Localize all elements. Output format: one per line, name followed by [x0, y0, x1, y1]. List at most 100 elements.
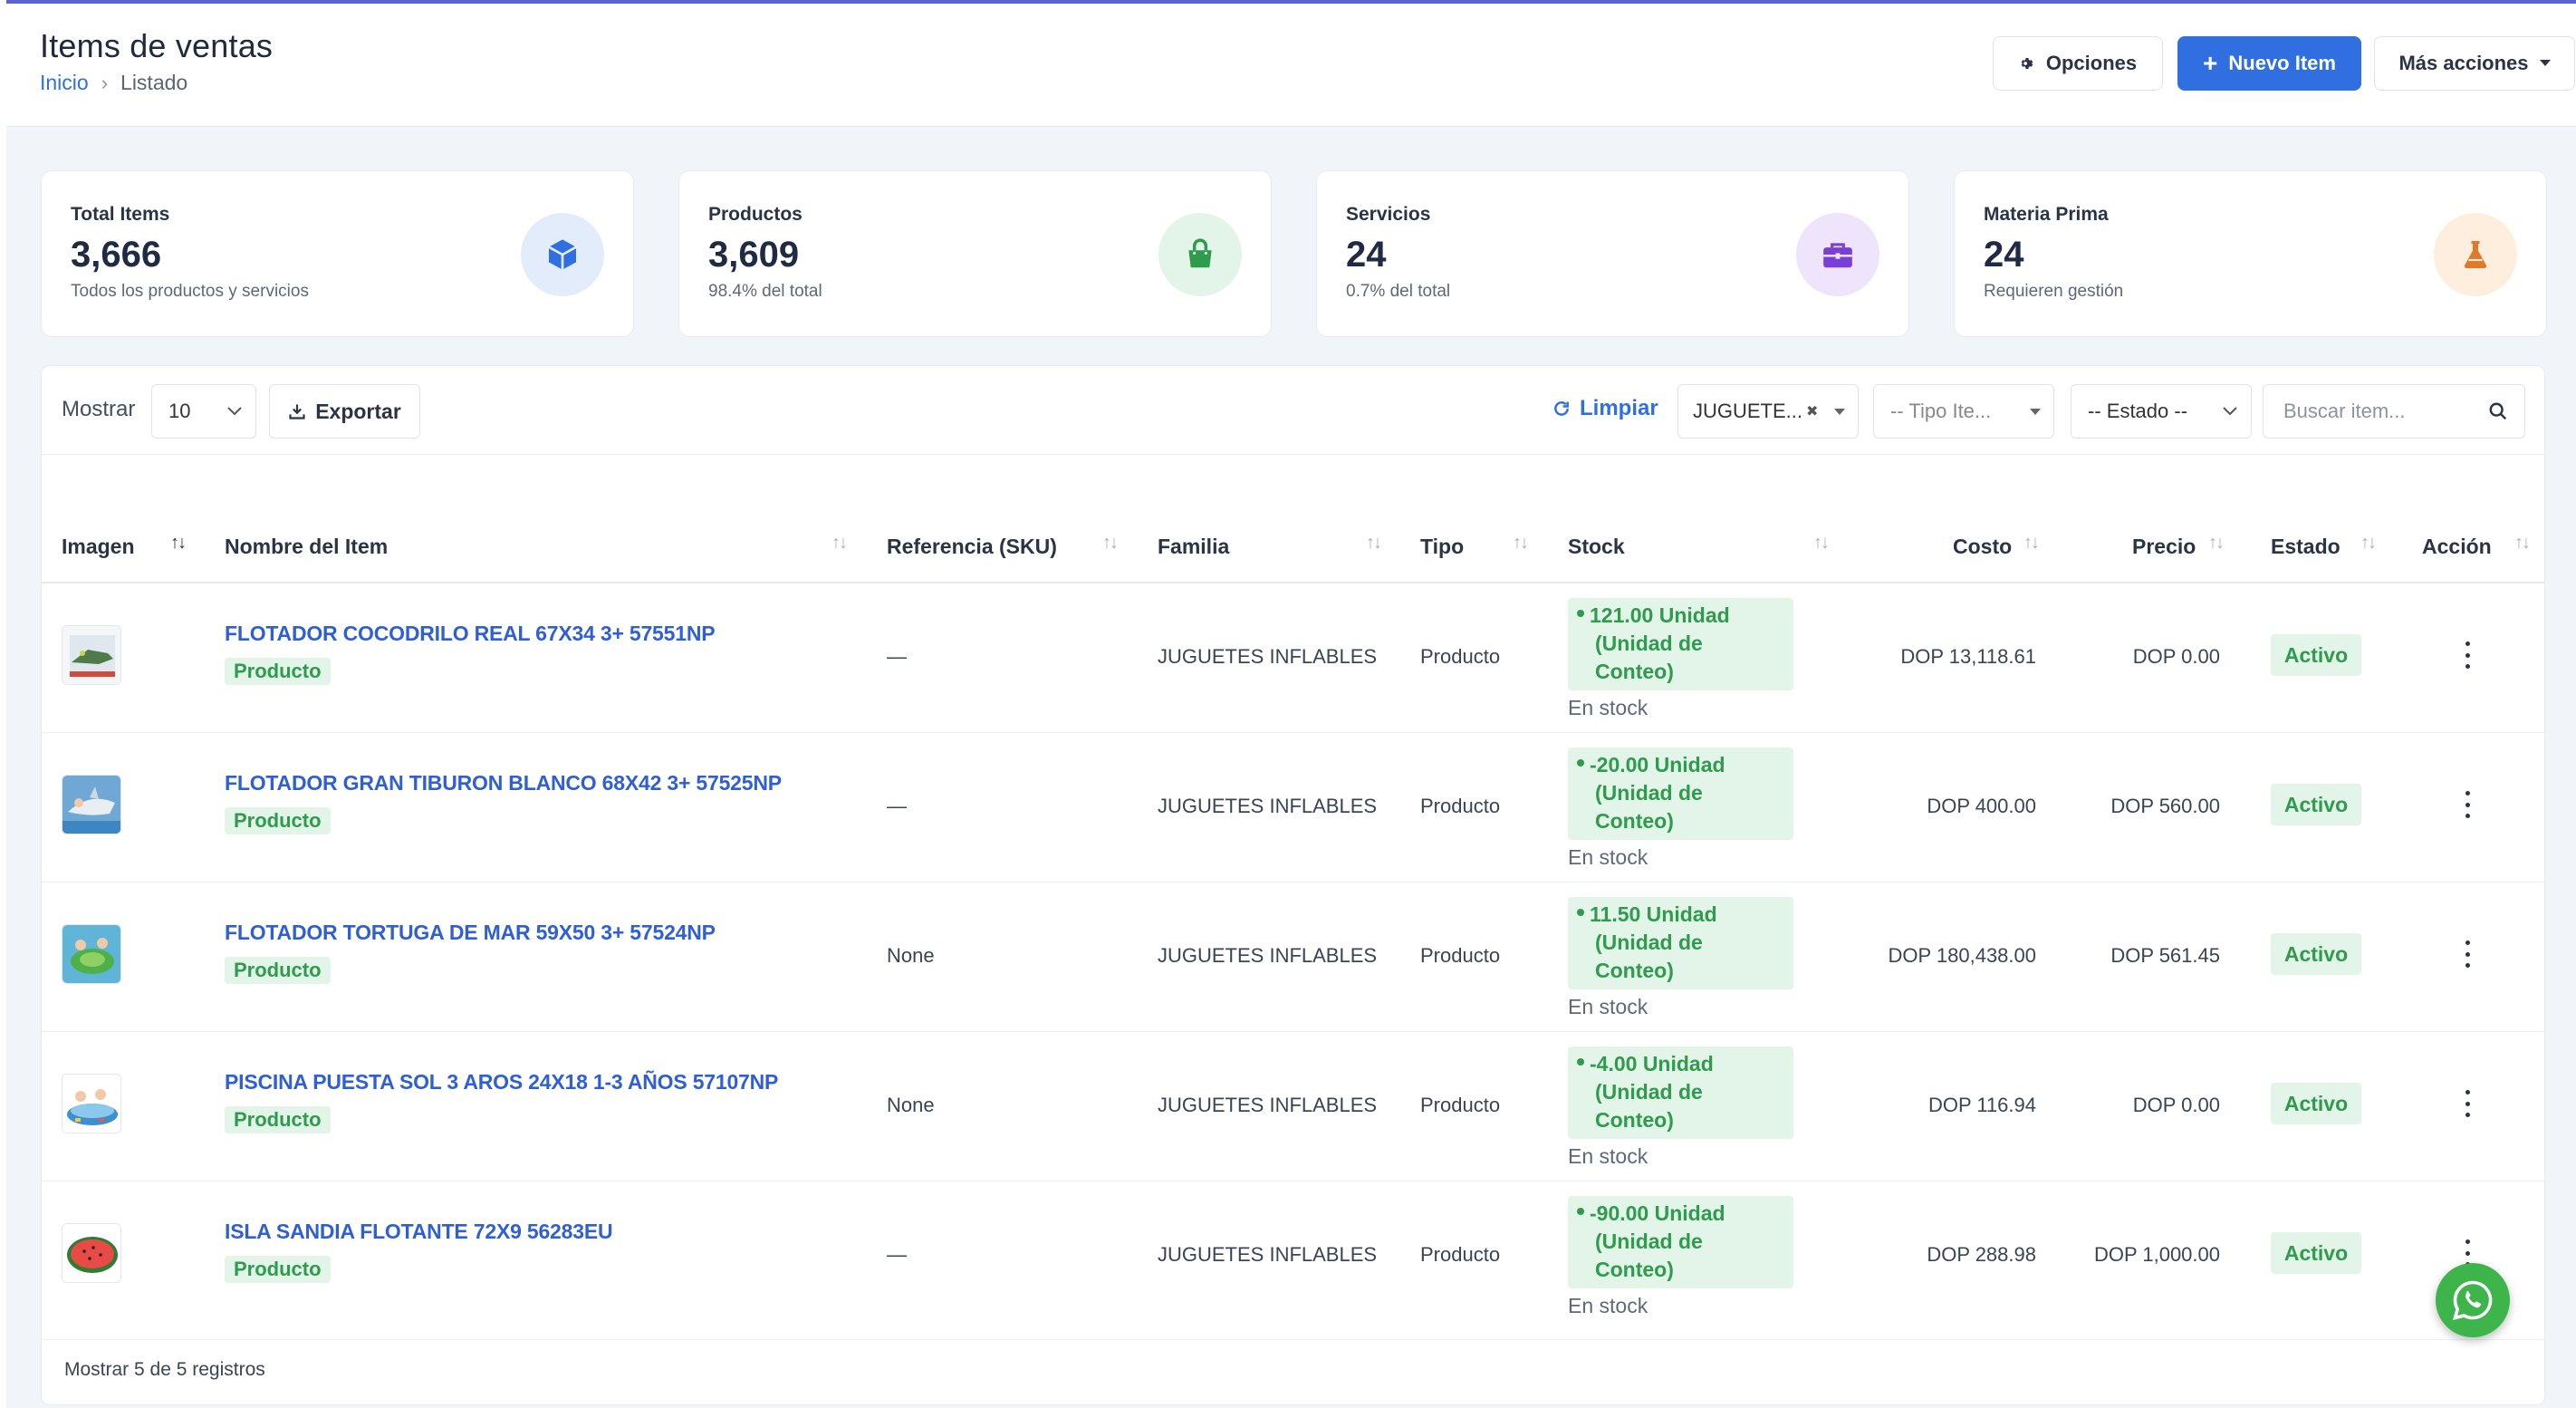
type-cell: Producto: [1420, 944, 1501, 967]
item-name-link[interactable]: FLOTADOR GRAN TIBURON BLANCO 68X42 3+ 57…: [225, 771, 782, 795]
sort-icon[interactable]: ↑↓: [2208, 533, 2225, 553]
breadcrumb-home-link[interactable]: Inicio: [40, 71, 89, 94]
sort-icon[interactable]: ↑↓: [1366, 533, 1382, 553]
type-filter-select[interactable]: -- Tipo Ite...: [1873, 384, 2054, 439]
item-name-link[interactable]: FLOTADOR TORTUGA DE MAR 59X50 3+ 57524NP: [225, 921, 716, 944]
row-actions-menu-icon[interactable]: [2462, 1090, 2473, 1117]
chevron-down-icon: [2223, 407, 2237, 416]
stock-quantity: -20.00 Unidad: [1590, 753, 1725, 776]
stock-status-text: En stock: [1568, 845, 1648, 869]
search-placeholder: Buscar item...: [2283, 400, 2406, 422]
stock-quantity: -90.00 Unidad: [1590, 1201, 1725, 1225]
status-badge: Activo: [2271, 634, 2361, 676]
search-input[interactable]: Buscar item...: [2263, 384, 2525, 439]
product-thumbnail[interactable]: [62, 1074, 121, 1133]
chevron-down-icon: [227, 407, 242, 416]
status-badge: Activo: [2271, 1083, 2361, 1124]
sort-icon[interactable]: ↑↓: [1102, 533, 1119, 553]
options-button[interactable]: Opciones: [1993, 36, 2163, 91]
stock-badge: 11.50 Unidad (Unidad de Conteo): [1568, 897, 1793, 989]
stat-subtitle: Todos los productos y servicios: [71, 282, 309, 301]
refresh-icon: [1554, 401, 1569, 416]
stock-unit-line1: (Unidad de: [1595, 632, 1703, 655]
stat-card-products: Productos 3,609 98.4% del total: [678, 170, 1272, 337]
product-thumbnail[interactable]: [62, 775, 121, 834]
cube-icon: [521, 213, 604, 296]
chevron-right-icon: ›: [101, 71, 109, 94]
shopping-bag-icon: [1158, 213, 1242, 296]
type-cell: Producto: [1420, 795, 1501, 817]
stat-value: 24: [1346, 235, 1387, 275]
family-filter-select[interactable]: JUGUETE... ✖: [1677, 384, 1859, 439]
stat-value: 24: [1984, 235, 2024, 275]
item-name-link[interactable]: ISLA SANDIA FLOTANTE 72X9 56283EU: [225, 1220, 613, 1243]
col-image-header[interactable]: Imagen: [62, 535, 135, 558]
table-header: Imagen ↑↓ Nombre del Item ↑↓ Referencia …: [42, 511, 2544, 583]
col-type-header[interactable]: Tipo: [1420, 535, 1465, 558]
stat-subtitle: 98.4% del total: [708, 282, 822, 301]
new-item-button[interactable]: + Nuevo Item: [2177, 36, 2361, 91]
breadcrumb-current: Listado: [120, 71, 188, 94]
stock-status-text: En stock: [1568, 696, 1648, 719]
table-toolbar: Mostrar 10 Exportar Limpiar JUGUETE... ✖…: [42, 366, 2544, 455]
type-cell: Producto: [1420, 645, 1501, 668]
clear-x-icon[interactable]: ✖: [1806, 404, 1819, 420]
item-name-link[interactable]: PISCINA PUESTA SOL 3 AROS 24X18 1-3 AÑOS…: [225, 1070, 779, 1094]
col-status-header[interactable]: Estado: [2271, 535, 2341, 558]
table-row: FLOTADOR TORTUGA DE MAR 59X50 3+ 57524NP…: [42, 882, 2544, 1032]
stock-unit-line2: Conteo): [1595, 1108, 1674, 1132]
row-actions-menu-icon[interactable]: [2462, 791, 2473, 818]
row-actions-menu-icon[interactable]: [2462, 940, 2473, 968]
product-thumbnail[interactable]: [62, 625, 121, 685]
sort-icon[interactable]: ↑↓: [1513, 533, 1529, 553]
show-label: Mostrar: [62, 397, 136, 421]
stat-label: Total Items: [71, 204, 170, 225]
item-name-link[interactable]: FLOTADOR COCODRILO REAL 67X34 3+ 57551NP: [225, 622, 716, 645]
more-actions-button[interactable]: Más acciones: [2374, 36, 2575, 91]
col-stock-header[interactable]: Stock: [1568, 535, 1625, 558]
records-count: Mostrar 5 de 5 registros: [64, 1359, 265, 1380]
sort-icon[interactable]: ↑↓: [2360, 533, 2377, 553]
sort-asc-icon[interactable]: ↑↓: [170, 533, 187, 553]
col-sku-header[interactable]: Referencia (SKU): [887, 535, 1057, 558]
col-family-header[interactable]: Familia: [1158, 535, 1230, 558]
clear-filters-button[interactable]: Limpiar: [1552, 396, 1658, 421]
product-thumbnail[interactable]: [62, 1223, 121, 1283]
sku-cell: —: [887, 1243, 907, 1266]
stat-value: 3,666: [71, 235, 162, 275]
page-size-select[interactable]: 10: [151, 384, 256, 439]
row-actions-menu-icon[interactable]: [2462, 641, 2473, 669]
stock-unit-line1: (Unidad de: [1595, 1080, 1703, 1104]
caret-down-icon: [2539, 60, 2551, 66]
col-price-header[interactable]: Precio: [2132, 535, 2196, 558]
col-name-header[interactable]: Nombre del Item: [225, 535, 389, 558]
col-cost-header[interactable]: Costo: [1953, 535, 2013, 558]
sort-icon[interactable]: ↑↓: [1813, 533, 1830, 553]
cost-cell: DOP 116.94: [1927, 1094, 2036, 1116]
sort-icon[interactable]: ↑↓: [2514, 533, 2531, 553]
family-cell: JUGUETES INFLABLES: [1158, 795, 1378, 817]
stock-badge: -20.00 Unidad (Unidad de Conteo): [1568, 747, 1793, 840]
stat-label: Productos: [708, 204, 803, 225]
product-thumbnail[interactable]: [62, 924, 121, 984]
whatsapp-icon[interactable]: [2436, 1263, 2510, 1337]
type-cell: Producto: [1420, 1094, 1501, 1116]
export-button[interactable]: Exportar: [269, 384, 420, 439]
sort-icon[interactable]: ↑↓: [2023, 533, 2040, 553]
left-edge: [0, 0, 6, 1408]
sort-icon[interactable]: ↑↓: [831, 533, 848, 553]
col-action-header: Acción: [2422, 535, 2492, 558]
stock-badge: 121.00 Unidad (Unidad de Conteo): [1568, 598, 1793, 690]
stat-card-raw-material: Materia Prima 24 Requieren gestión: [1954, 170, 2547, 337]
table-row: PISCINA PUESTA SOL 3 AROS 24X18 1-3 AÑOS…: [42, 1032, 2544, 1181]
status-badge: Activo: [2271, 784, 2361, 825]
sku-cell: —: [887, 645, 907, 668]
flask-icon: [2434, 213, 2517, 296]
stock-unit-line2: Conteo): [1595, 660, 1674, 683]
status-filter-select[interactable]: -- Estado --: [2071, 384, 2252, 439]
status-dot-icon: [1577, 908, 1584, 916]
stat-label: Materia Prima: [1984, 204, 2109, 225]
cost-cell: DOP 400.00: [1927, 795, 2036, 817]
plus-icon: +: [2203, 49, 2218, 77]
table-row: FLOTADOR COCODRILO REAL 67X34 3+ 57551NP…: [42, 583, 2544, 733]
